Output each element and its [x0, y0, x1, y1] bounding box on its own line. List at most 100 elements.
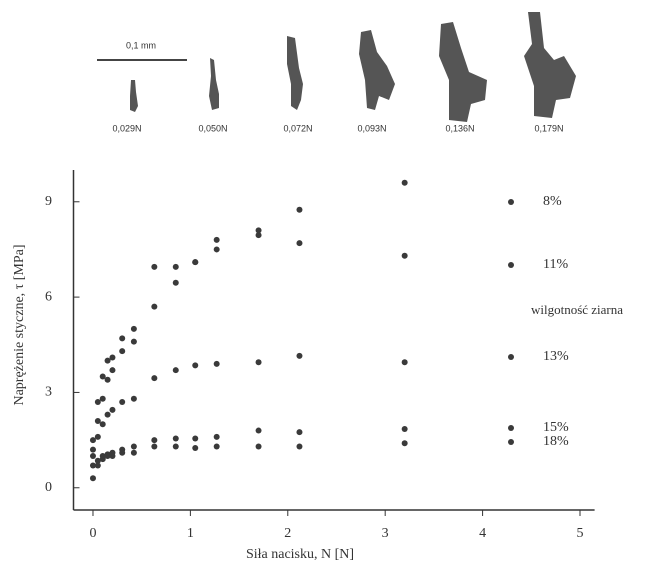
- point: [94, 433, 101, 440]
- grain-images: [97, 12, 576, 122]
- grain: [287, 36, 303, 110]
- point: [104, 411, 111, 418]
- point: [109, 367, 116, 374]
- image-label: 0,050N: [198, 123, 227, 133]
- point: [255, 232, 262, 239]
- image-label: 0,029N: [112, 123, 141, 133]
- point: [130, 338, 137, 345]
- point: [401, 252, 408, 259]
- point: [213, 246, 220, 253]
- point: [151, 303, 158, 310]
- x-tick-label: 5: [576, 526, 583, 541]
- point: [151, 443, 158, 450]
- point: [296, 352, 303, 359]
- point: [119, 398, 126, 405]
- point: [151, 375, 158, 382]
- point: [109, 406, 116, 413]
- point: [296, 206, 303, 213]
- point: [151, 263, 158, 270]
- point: [172, 263, 179, 270]
- grain: [130, 80, 138, 112]
- point: [94, 457, 101, 464]
- legend-marker: [508, 439, 514, 445]
- point: [401, 179, 408, 186]
- x-tick-label: 4: [479, 526, 486, 541]
- y-tick-label: 6: [45, 289, 52, 304]
- point: [99, 421, 106, 428]
- point: [94, 398, 101, 405]
- grain: [209, 58, 219, 110]
- point: [296, 429, 303, 436]
- legend-marker: [508, 354, 514, 360]
- point: [94, 418, 101, 425]
- point: [130, 443, 137, 450]
- x-tick-label: 1: [187, 526, 194, 541]
- image-label: 0,136N: [445, 123, 474, 133]
- point: [213, 360, 220, 367]
- y-tick-label: 0: [45, 480, 52, 495]
- point: [255, 227, 262, 234]
- point: [119, 335, 126, 342]
- point: [104, 357, 111, 364]
- point: [99, 395, 106, 402]
- point: [109, 452, 116, 459]
- point: [99, 456, 106, 463]
- point: [99, 373, 106, 380]
- x-tick-label: 3: [382, 526, 389, 541]
- point: [296, 443, 303, 450]
- point: [192, 435, 199, 442]
- legend-label: 11%: [543, 257, 568, 272]
- point: [130, 449, 137, 456]
- point: [172, 367, 179, 374]
- point: [109, 354, 116, 361]
- point: [104, 452, 111, 459]
- legend-marker: [508, 425, 514, 431]
- point: [151, 437, 158, 444]
- point: [213, 236, 220, 243]
- legend-marker: [508, 199, 514, 205]
- legend-title: wilgotność ziarna: [531, 302, 623, 317]
- y-tick-label: 3: [45, 385, 52, 400]
- point: [89, 462, 96, 469]
- y-axis-label: Naprężenie styczne, τ [MPa]: [12, 244, 27, 405]
- point: [172, 435, 179, 442]
- point: [401, 425, 408, 432]
- scale-label: 0,1 mm: [126, 40, 156, 50]
- x-tick-label: 0: [89, 526, 96, 541]
- point: [89, 446, 96, 453]
- point: [119, 449, 126, 456]
- image-label: 0,179N: [534, 123, 563, 133]
- legend-label: 8%: [543, 194, 562, 209]
- point: [192, 445, 199, 452]
- x-tick-label: 2: [284, 526, 291, 541]
- legend-marker: [508, 262, 514, 268]
- point: [89, 475, 96, 482]
- point: [172, 279, 179, 286]
- point: [255, 443, 262, 450]
- point: [130, 395, 137, 402]
- grain: [439, 22, 487, 122]
- point: [296, 240, 303, 247]
- legend-label: 15%: [543, 420, 569, 435]
- legend-label: 13%: [543, 349, 569, 364]
- point: [192, 362, 199, 369]
- point: [255, 359, 262, 366]
- point: [130, 325, 137, 332]
- point: [255, 427, 262, 434]
- point: [119, 348, 126, 355]
- point: [192, 259, 199, 266]
- legend-label: 18%: [543, 434, 569, 449]
- point: [172, 443, 179, 450]
- point: [401, 440, 408, 447]
- point: [401, 359, 408, 366]
- point: [213, 443, 220, 450]
- grain: [359, 30, 395, 110]
- y-tick-label: 9: [45, 194, 52, 209]
- image-label: 0,072N: [283, 123, 312, 133]
- x-axis-label: Siła nacisku, N [N]: [246, 547, 354, 562]
- grain: [524, 12, 576, 118]
- point: [89, 437, 96, 444]
- point: [89, 452, 96, 459]
- image-label: 0,093N: [357, 123, 386, 133]
